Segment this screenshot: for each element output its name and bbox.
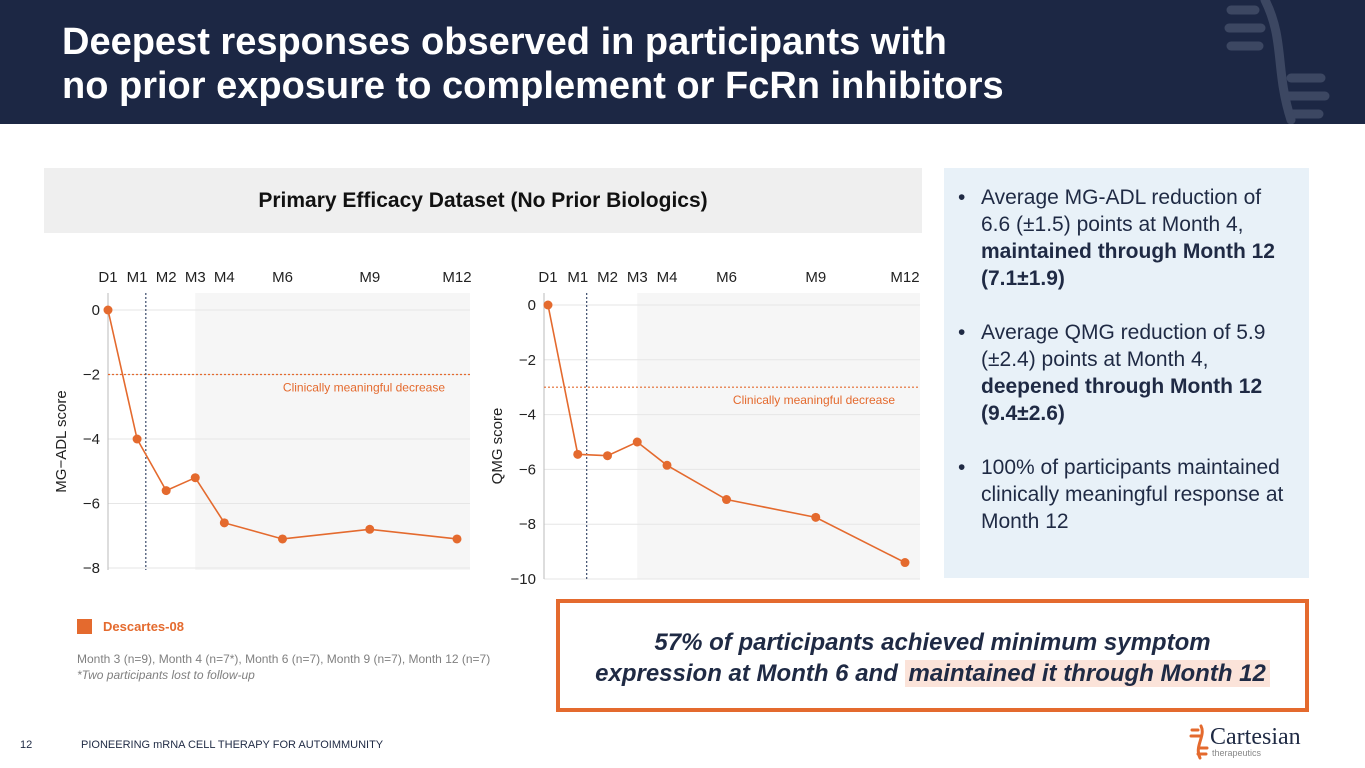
brand-subtitle: therapeutics <box>1212 748 1262 758</box>
x-tick-label: M1 <box>567 269 588 286</box>
x-tick-label: M3 <box>185 269 206 286</box>
brand-logo: Cartesian therapeutics <box>1188 724 1301 760</box>
chart-legend: Descartes-08 <box>77 619 184 634</box>
bullet-dot: • <box>958 321 966 344</box>
x-tick-label: M9 <box>359 269 380 286</box>
header-banner: Deepest responses observed in participan… <box>0 0 1365 124</box>
x-tick-label: M6 <box>272 269 293 286</box>
data-point <box>278 534 287 544</box>
x-tick-label: M1 <box>127 269 148 286</box>
panel-title: Primary Efficacy Dataset (No Prior Biolo… <box>44 168 922 233</box>
x-tick-label: M2 <box>156 269 177 286</box>
data-point <box>452 534 462 544</box>
sample-size-note: Month 3 (n=9), Month 4 (n=7*), Month 6 (… <box>77 652 491 666</box>
data-point <box>219 518 229 528</box>
y-tick-label: −2 <box>519 352 536 369</box>
y-tick-label: −8 <box>519 516 536 533</box>
shaded-followup-region <box>195 293 470 570</box>
data-point <box>811 512 821 522</box>
footer-tagline: PIONEERING mRNA CELL THERAPY FOR AUTOIMM… <box>81 739 384 751</box>
x-tick-label: D1 <box>98 269 117 286</box>
y-tick-label: −6 <box>83 496 100 513</box>
series-line <box>107 309 458 540</box>
bullet-text: 100% of participants maintained clinical… <box>981 456 1284 533</box>
key-findings-panel: • Average MG-ADL reduction of 6.6 (±1.5)… <box>944 168 1309 578</box>
callout-line-2: expression at Month 6 and <box>595 660 905 687</box>
threshold-label: Clinically meaningful decrease <box>733 393 895 407</box>
y-tick-label: 0 <box>92 302 100 319</box>
y-tick-label: 0 <box>528 297 536 314</box>
mg-adl-chart: 0 −2 −4 −6 −8 D1 M1 M2 M3 M4 M6 M9 M12 Clinically mea… <box>55 269 472 577</box>
x-tick-label: M9 <box>805 269 826 286</box>
page-title: Deepest responses observed in participan… <box>62 20 1004 108</box>
bullet-text: Average MG-ADL reduction of 6.6 (±1.5) p… <box>981 186 1262 236</box>
callout-line-1: 57% of participants achieved minimum sym… <box>654 629 1211 656</box>
x-tick-label: M6 <box>716 269 737 286</box>
bullet-dot: • <box>958 186 966 209</box>
data-point <box>103 305 113 315</box>
qmg-chart: 0 −2 −4 −6 −8 −10 D1 M1 M2 M3 M4 M6 M9 M12 Clinically … <box>492 269 920 588</box>
y-tick-label: −4 <box>519 407 536 424</box>
x-tick-label: M3 <box>627 269 648 286</box>
highlight-callout: 57% of participants achieved minimum sym… <box>556 599 1309 712</box>
y-tick-label: −6 <box>519 461 536 478</box>
dna-helix-icon <box>1224 0 1330 124</box>
y-axis-title: MG−ADL score <box>55 390 70 492</box>
data-point <box>722 495 731 505</box>
followup-footnote: *Two participants lost to follow-up <box>77 668 255 682</box>
data-point <box>632 437 642 447</box>
data-point <box>573 449 583 459</box>
title-line-2: no prior exposure to complement or FcRn … <box>62 65 1004 107</box>
data-point <box>543 300 553 310</box>
bullet-item: • Average QMG reduction of 5.9 (±2.4) po… <box>954 319 1291 427</box>
data-point <box>900 558 910 568</box>
data-point <box>161 486 171 496</box>
bullet-dot: • <box>958 456 966 479</box>
threshold-label: Clinically meaningful decrease <box>283 381 445 395</box>
helix-logo-icon <box>1189 724 1209 760</box>
x-tick-label: M4 <box>214 269 235 286</box>
x-tick-label: D1 <box>538 269 557 286</box>
y-tick-label: −10 <box>511 571 536 588</box>
y-tick-label: −2 <box>83 367 100 384</box>
callout-highlight: maintained it through Month 12 <box>904 660 1270 687</box>
page-number: 12 <box>20 739 33 751</box>
y-tick-label: −8 <box>83 560 100 577</box>
data-point <box>190 473 200 483</box>
data-point <box>603 451 612 461</box>
bullet-text: Average QMG reduction of 5.9 (±2.4) poin… <box>981 321 1266 371</box>
bullet-bold-text: deepened through Month 12 (9.4±2.6) <box>981 375 1263 425</box>
legend-swatch <box>77 619 92 634</box>
title-line-1: Deepest responses observed in participan… <box>62 21 947 63</box>
series-line <box>547 304 906 564</box>
brand-name: Cartesian <box>1210 724 1301 750</box>
x-tick-label: M12 <box>890 269 919 286</box>
x-tick-label: M4 <box>657 269 678 286</box>
shaded-followup-region <box>637 293 920 579</box>
bullet-bold-text: maintained through Month 12 (7.1±1.9) <box>981 240 1275 290</box>
y-tick-label: −4 <box>83 431 100 448</box>
data-point <box>132 434 142 444</box>
data-point <box>662 460 672 470</box>
x-tick-label: M2 <box>597 269 618 286</box>
legend-label: Descartes-08 <box>103 619 184 634</box>
bullet-item: • 100% of participants maintained clinic… <box>954 454 1291 535</box>
bullet-item: • Average MG-ADL reduction of 6.6 (±1.5)… <box>954 184 1291 292</box>
y-axis-title: QMG score <box>492 408 506 485</box>
x-tick-label: M12 <box>442 269 471 286</box>
data-point <box>365 524 375 534</box>
